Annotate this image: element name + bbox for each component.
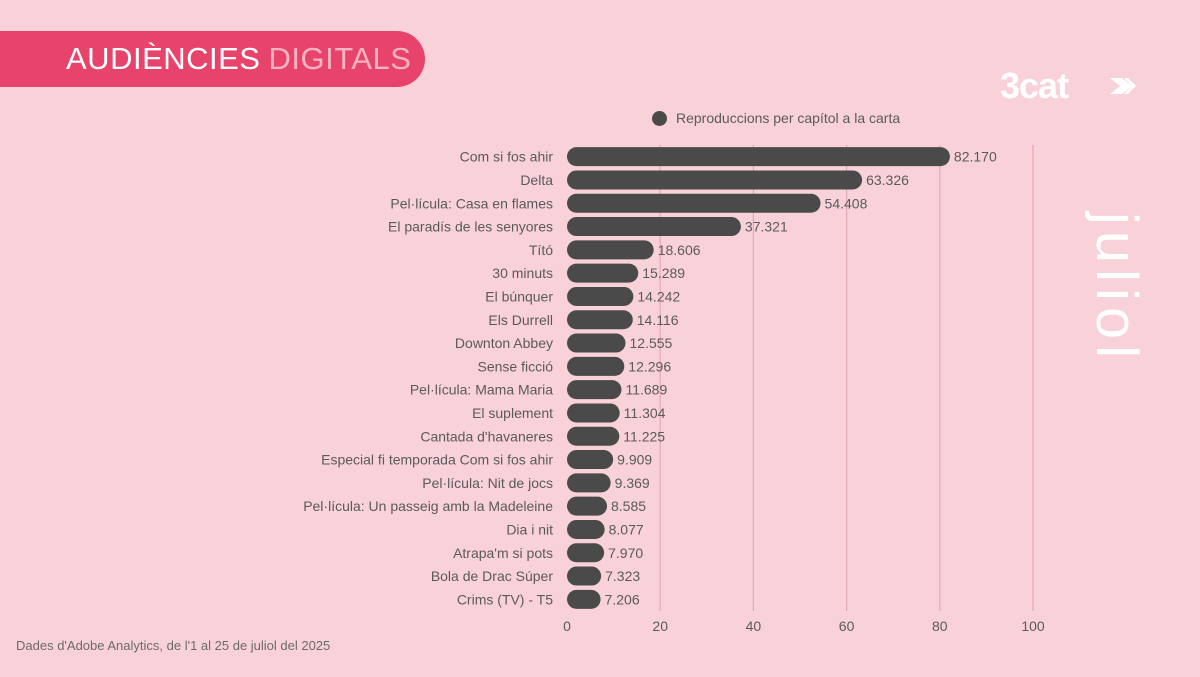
bar [567, 426, 620, 446]
value-label: 54.408 [825, 195, 868, 211]
value-label: 7.323 [605, 568, 640, 584]
source-note: Dades d'Adobe Analytics, de l'1 al 25 de… [16, 638, 331, 653]
x-tick-label: 20 [652, 618, 668, 634]
value-label: 7.970 [608, 545, 643, 561]
bar [567, 193, 821, 213]
category-label: Cantada d'havaneres [420, 428, 553, 444]
bar [567, 450, 614, 470]
category-label: Downton Abbey [455, 335, 553, 351]
bar [567, 543, 605, 563]
value-label: 9.369 [615, 475, 650, 491]
value-label: 14.242 [637, 288, 680, 304]
bar [567, 566, 602, 586]
arrow-chevron-icon [1110, 78, 1136, 94]
category-label: El suplement [472, 405, 553, 421]
brand-logo-text: 3cat [1000, 66, 1069, 106]
category-label: Crims (TV) - T5 [457, 591, 553, 607]
bar [567, 333, 626, 353]
category-label: Especial fi temporada Com si fos ahir [321, 452, 553, 468]
category-label: Atrapa'm si pots [453, 545, 553, 561]
legend-label: Reproduccions per capítol a la carta [676, 110, 901, 126]
value-label: 14.116 [637, 312, 679, 328]
value-label: 82.170 [954, 149, 997, 165]
bar [567, 147, 950, 167]
category-label: Dia i nit [506, 521, 553, 537]
value-label: 8.077 [609, 521, 644, 537]
grid-lines [659, 145, 1034, 611]
category-label: Sense ficció [478, 358, 554, 374]
bar [567, 473, 611, 493]
labels: 0 20 40 60 80 100 Com si fos ahir 82.170 Delta 63… [303, 149, 1045, 634]
month-label: juliol [1084, 212, 1149, 365]
value-label: 11.689 [625, 382, 667, 398]
bar [567, 589, 601, 609]
page-title: AUDIÈNCIES DIGITALS [66, 42, 411, 76]
x-tick-label: 0 [563, 618, 571, 634]
value-label: 12.555 [630, 335, 673, 351]
chart-legend: Reproduccions per capítol a la carta [652, 106, 900, 130]
x-tick-label: 40 [746, 618, 762, 634]
bar [567, 263, 639, 283]
bar [567, 403, 620, 423]
category-label: Bola de Drac Súper [431, 568, 554, 584]
bar [567, 356, 625, 376]
category-label: El paradís de les senyores [388, 219, 553, 235]
bar [567, 496, 608, 516]
value-label: 11.225 [623, 428, 665, 444]
bar [567, 310, 633, 330]
value-label: 7.206 [605, 591, 640, 607]
bar [567, 380, 622, 400]
category-label: 30 minuts [492, 265, 553, 281]
category-label: Pel·lícula: Casa en flames [390, 195, 553, 211]
bar [567, 286, 634, 306]
value-label: 18.606 [658, 242, 701, 258]
category-label: Pel·lícula: Mama Maria [410, 382, 553, 398]
value-label: 37.321 [745, 219, 788, 235]
brand-logo: 3cat [1000, 66, 1142, 106]
category-label: Pel·lícula: Un passeig amb la Madeleine [303, 498, 553, 514]
value-label: 15.289 [642, 265, 685, 281]
category-label: El búnquer [485, 288, 553, 304]
value-label: 11.304 [624, 405, 666, 421]
bar [567, 519, 605, 539]
category-label: Els Durrell [488, 312, 553, 328]
x-tick-label: 60 [839, 618, 855, 634]
category-label: Pel·lícula: Nit de jocs [422, 475, 553, 491]
legend-swatch [652, 110, 667, 126]
bar [567, 240, 654, 260]
value-label: 12.296 [628, 358, 671, 374]
header-banner [0, 31, 425, 87]
category-label: Delta [520, 172, 553, 188]
value-label: 9.909 [617, 452, 652, 468]
title-accent: DIGITALS [268, 41, 412, 76]
bar [567, 170, 863, 190]
bar [567, 217, 741, 237]
x-tick-label: 100 [1021, 618, 1045, 634]
value-label: 8.585 [611, 498, 646, 514]
bars [567, 147, 950, 609]
value-label: 63.326 [866, 172, 909, 188]
title-main: AUDIÈNCIES [66, 41, 261, 76]
category-label: Com si fos ahir [460, 149, 554, 165]
category-label: Tító [529, 242, 553, 258]
x-tick-label: 80 [932, 618, 948, 634]
